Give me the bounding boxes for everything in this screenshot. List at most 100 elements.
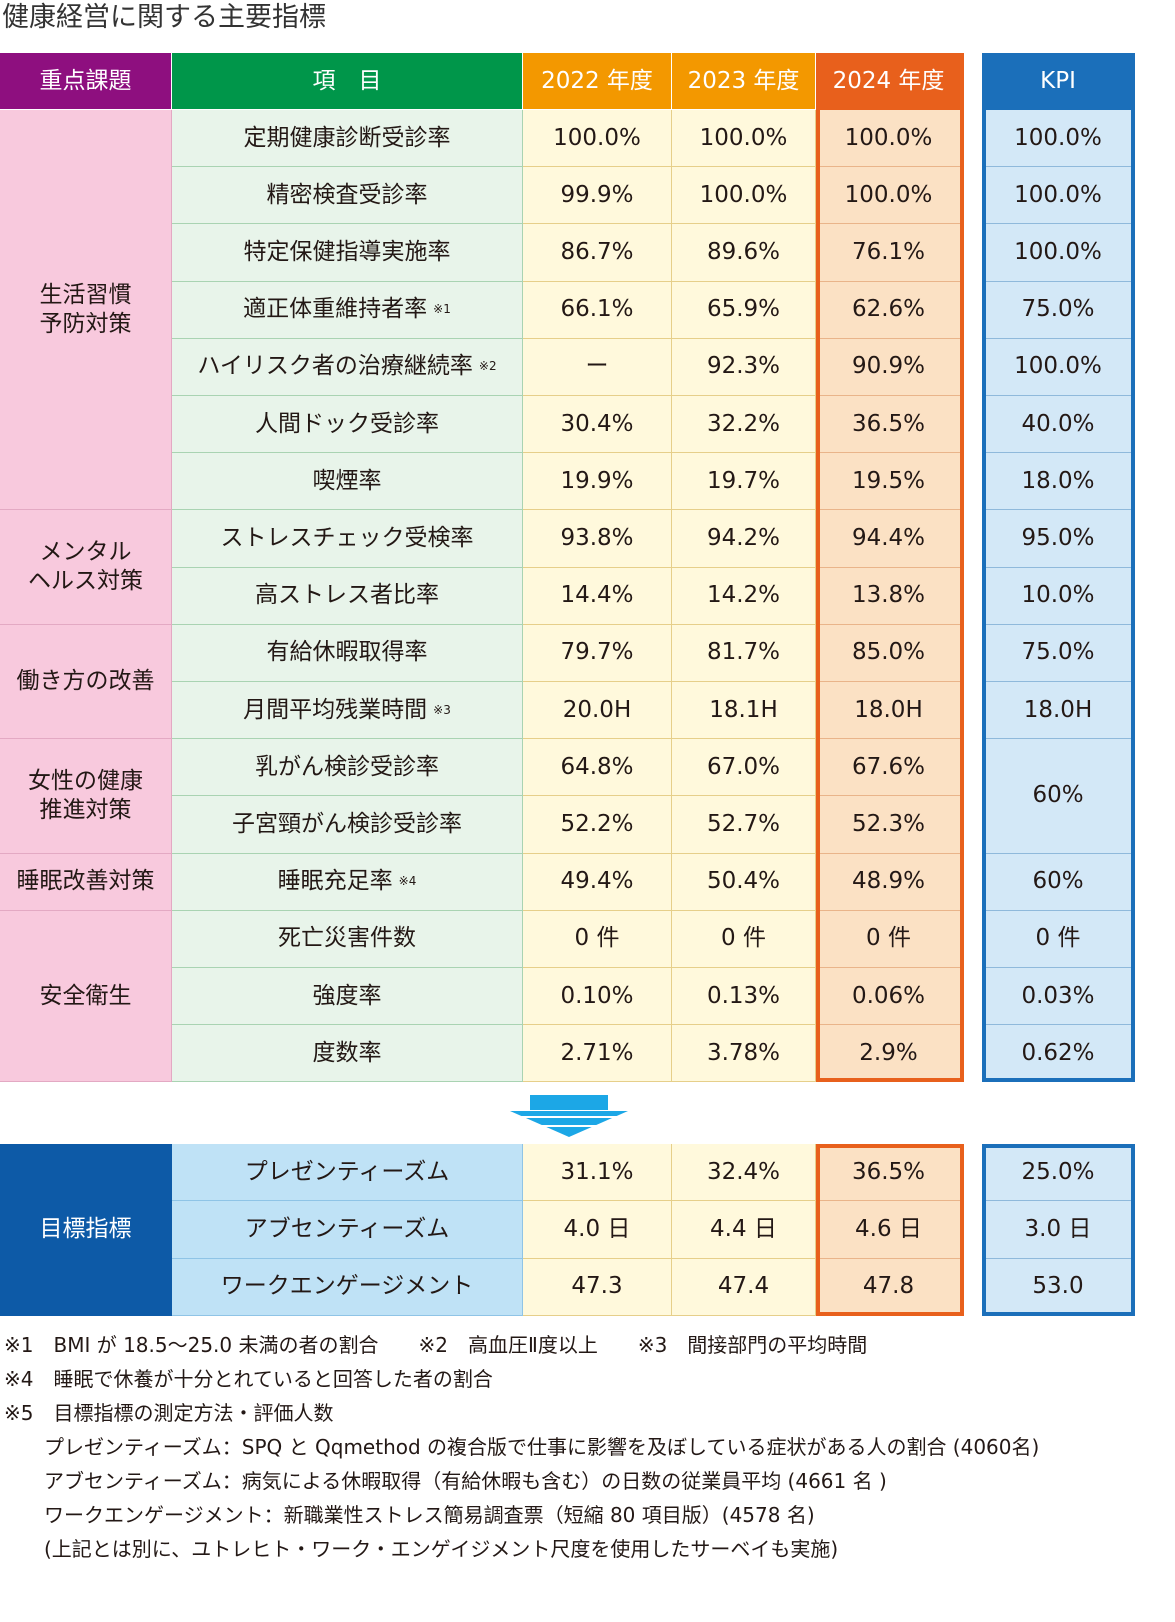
value-2023: 92.3%: [672, 338, 816, 396]
table-row-item: 定期健康診断受診率: [172, 110, 523, 168]
table-row-item-text: 乳がん検診受診率: [255, 753, 439, 780]
value-2024-text: 90.9%: [851, 353, 926, 380]
value-kpi-text: 75.0%: [1021, 296, 1095, 323]
table-row-item-text: 度数率: [312, 1039, 382, 1066]
value-2022: 0 件: [523, 910, 672, 968]
footnote-line: (上記とは別に、ユトレヒト・ワーク・エンゲイジメント尺度を使用したサーベイも実施…: [4, 1537, 839, 1561]
footnote-line: ※4 睡眠で休養が十分とれていると回答した者の割合: [4, 1367, 493, 1391]
value-2023-text: 100.0%: [699, 181, 788, 208]
value-2024: 62.6%: [816, 281, 962, 339]
value-2024-text: 100.0%: [844, 124, 933, 151]
header-item: 項 目: [172, 53, 523, 110]
value-2023: 0.13%: [672, 968, 816, 1026]
footnote-line: プレゼンティーズム：SPQ と Qqmethod の複合版で仕事に影響を及ぼして…: [4, 1435, 1040, 1459]
header-kpi: KPI: [982, 53, 1135, 110]
value-2023: 65.9%: [672, 281, 816, 339]
value-2022-text: 93.8%: [560, 524, 634, 551]
table-row-item-text: 有給休暇取得率: [266, 639, 428, 666]
target-value-2023: 47.4: [672, 1258, 816, 1316]
value-2024: 13.8%: [816, 567, 962, 625]
value-2023: 18.1H: [672, 682, 816, 740]
table-row-item-text: 強度率: [312, 982, 382, 1009]
value-2023-text: 89.6%: [706, 238, 781, 265]
value-2022: 100.0%: [523, 110, 672, 168]
value-2022-text: 52.2%: [560, 810, 634, 837]
table-row-item: ストレスチェック受検率: [172, 510, 523, 568]
value-2024-text: 2.9%: [859, 1039, 918, 1066]
category-cell: 女性の健康 推進対策: [0, 739, 172, 854]
value-2024-text: 62.6%: [851, 296, 926, 323]
value-2024-text: 94.4%: [851, 524, 926, 551]
value-2023-text: 3.78%: [706, 1039, 781, 1066]
target-value-kpi: 25.0%: [982, 1144, 1135, 1202]
value-kpi-text: 18.0H: [1023, 696, 1093, 723]
value-2024-text: 52.3%: [851, 810, 926, 837]
value-2023: 89.6%: [672, 224, 816, 282]
target-value-2022-text: 31.1%: [560, 1158, 634, 1185]
value-2023-text: 94.2%: [706, 524, 781, 551]
value-2022: 64.8%: [523, 739, 672, 797]
header-2024-text: 2024 年度: [832, 67, 945, 94]
table-row-item: 強度率: [172, 968, 523, 1026]
value-2023-text: 18.1H: [709, 696, 778, 723]
table-row-item: 高ストレス者比率: [172, 567, 523, 625]
value-kpi-text: 18.0%: [1021, 467, 1095, 494]
value-2022: 19.9%: [523, 453, 672, 511]
value-2023: 50.4%: [672, 853, 816, 911]
header-category: 重点課題: [0, 53, 172, 110]
value-2023-text: 81.7%: [706, 639, 781, 666]
value-2024: 52.3%: [816, 796, 962, 854]
value-2023: 14.2%: [672, 567, 816, 625]
value-2024-text: 0.06%: [851, 982, 926, 1009]
value-2022-text: 49.4%: [560, 868, 634, 895]
value-2024: 0 件: [816, 910, 962, 968]
category-cell: 働き方の改善: [0, 624, 172, 740]
value-kpi: 60%: [982, 739, 1135, 854]
value-2023-text: 19.7%: [706, 467, 781, 494]
value-kpi-text: 100.0%: [1014, 353, 1102, 380]
value-2024: 0.06%: [816, 968, 962, 1026]
table-row-item-text: ハイリスク者の治療継続率: [197, 353, 473, 380]
value-2022: 49.4%: [523, 853, 672, 911]
value-kpi: 100.0%: [982, 338, 1135, 396]
footnote-line: ワークエンゲージメント：新職業性ストレス簡易調査票（短縮 80 項目版）(457…: [4, 1503, 815, 1527]
header-kpi-text: KPI: [1040, 67, 1076, 94]
value-2024: 2.9%: [816, 1025, 962, 1083]
value-2024-text: 19.5%: [851, 467, 926, 494]
category-cell: メンタル ヘルス対策: [0, 510, 172, 625]
value-kpi: 100.0%: [982, 224, 1135, 282]
value-kpi-text: 60%: [1032, 868, 1084, 895]
value-2023-text: 32.2%: [706, 410, 781, 437]
footnote-line: ※5 目標指標の測定方法・評価人数: [4, 1401, 334, 1425]
value-2022-text: 14.4%: [560, 582, 634, 609]
header-item-text: 項 目: [312, 67, 382, 94]
target-value-2024-text: 47.8: [862, 1273, 915, 1300]
value-2023-text: 67.0%: [706, 753, 781, 780]
target-row-item: アブセンティーズム: [172, 1201, 523, 1259]
value-2023-text: 92.3%: [706, 353, 781, 380]
table-row-item: 度数率: [172, 1025, 523, 1083]
table-row-item-text: 精密検査受診率: [266, 181, 428, 208]
value-2024: 94.4%: [816, 510, 962, 568]
value-2022: 99.9%: [523, 167, 672, 225]
table-row-item-text: 死亡災害件数: [278, 925, 416, 952]
value-kpi: 0.03%: [982, 968, 1135, 1026]
table-row-item: 精密検査受診率: [172, 167, 523, 225]
value-2024-text: 36.5%: [851, 410, 926, 437]
target-value-2023: 4.4 日: [672, 1201, 816, 1259]
target-value-2024: 36.5%: [816, 1144, 962, 1202]
target-value-2023: 32.4%: [672, 1144, 816, 1202]
table-row-item-text: 喫煙率: [312, 467, 382, 494]
value-2022: 0.10%: [523, 968, 672, 1026]
category-cell: 睡眠改善対策: [0, 853, 172, 911]
target-value-2024: 4.6 日: [816, 1201, 962, 1259]
value-2024-text: 48.9%: [851, 868, 926, 895]
table-row-item: 人間ドック受診率: [172, 396, 523, 454]
value-2022: 79.7%: [523, 624, 672, 682]
table-row-item: 月間平均残業時間 ※3: [172, 682, 523, 740]
value-2024: 85.0%: [816, 624, 962, 682]
value-2024: 19.5%: [816, 453, 962, 511]
value-kpi: 60%: [982, 853, 1135, 911]
value-2024-text: 85.0%: [851, 639, 926, 666]
header-2022: 2022 年度: [523, 53, 672, 110]
